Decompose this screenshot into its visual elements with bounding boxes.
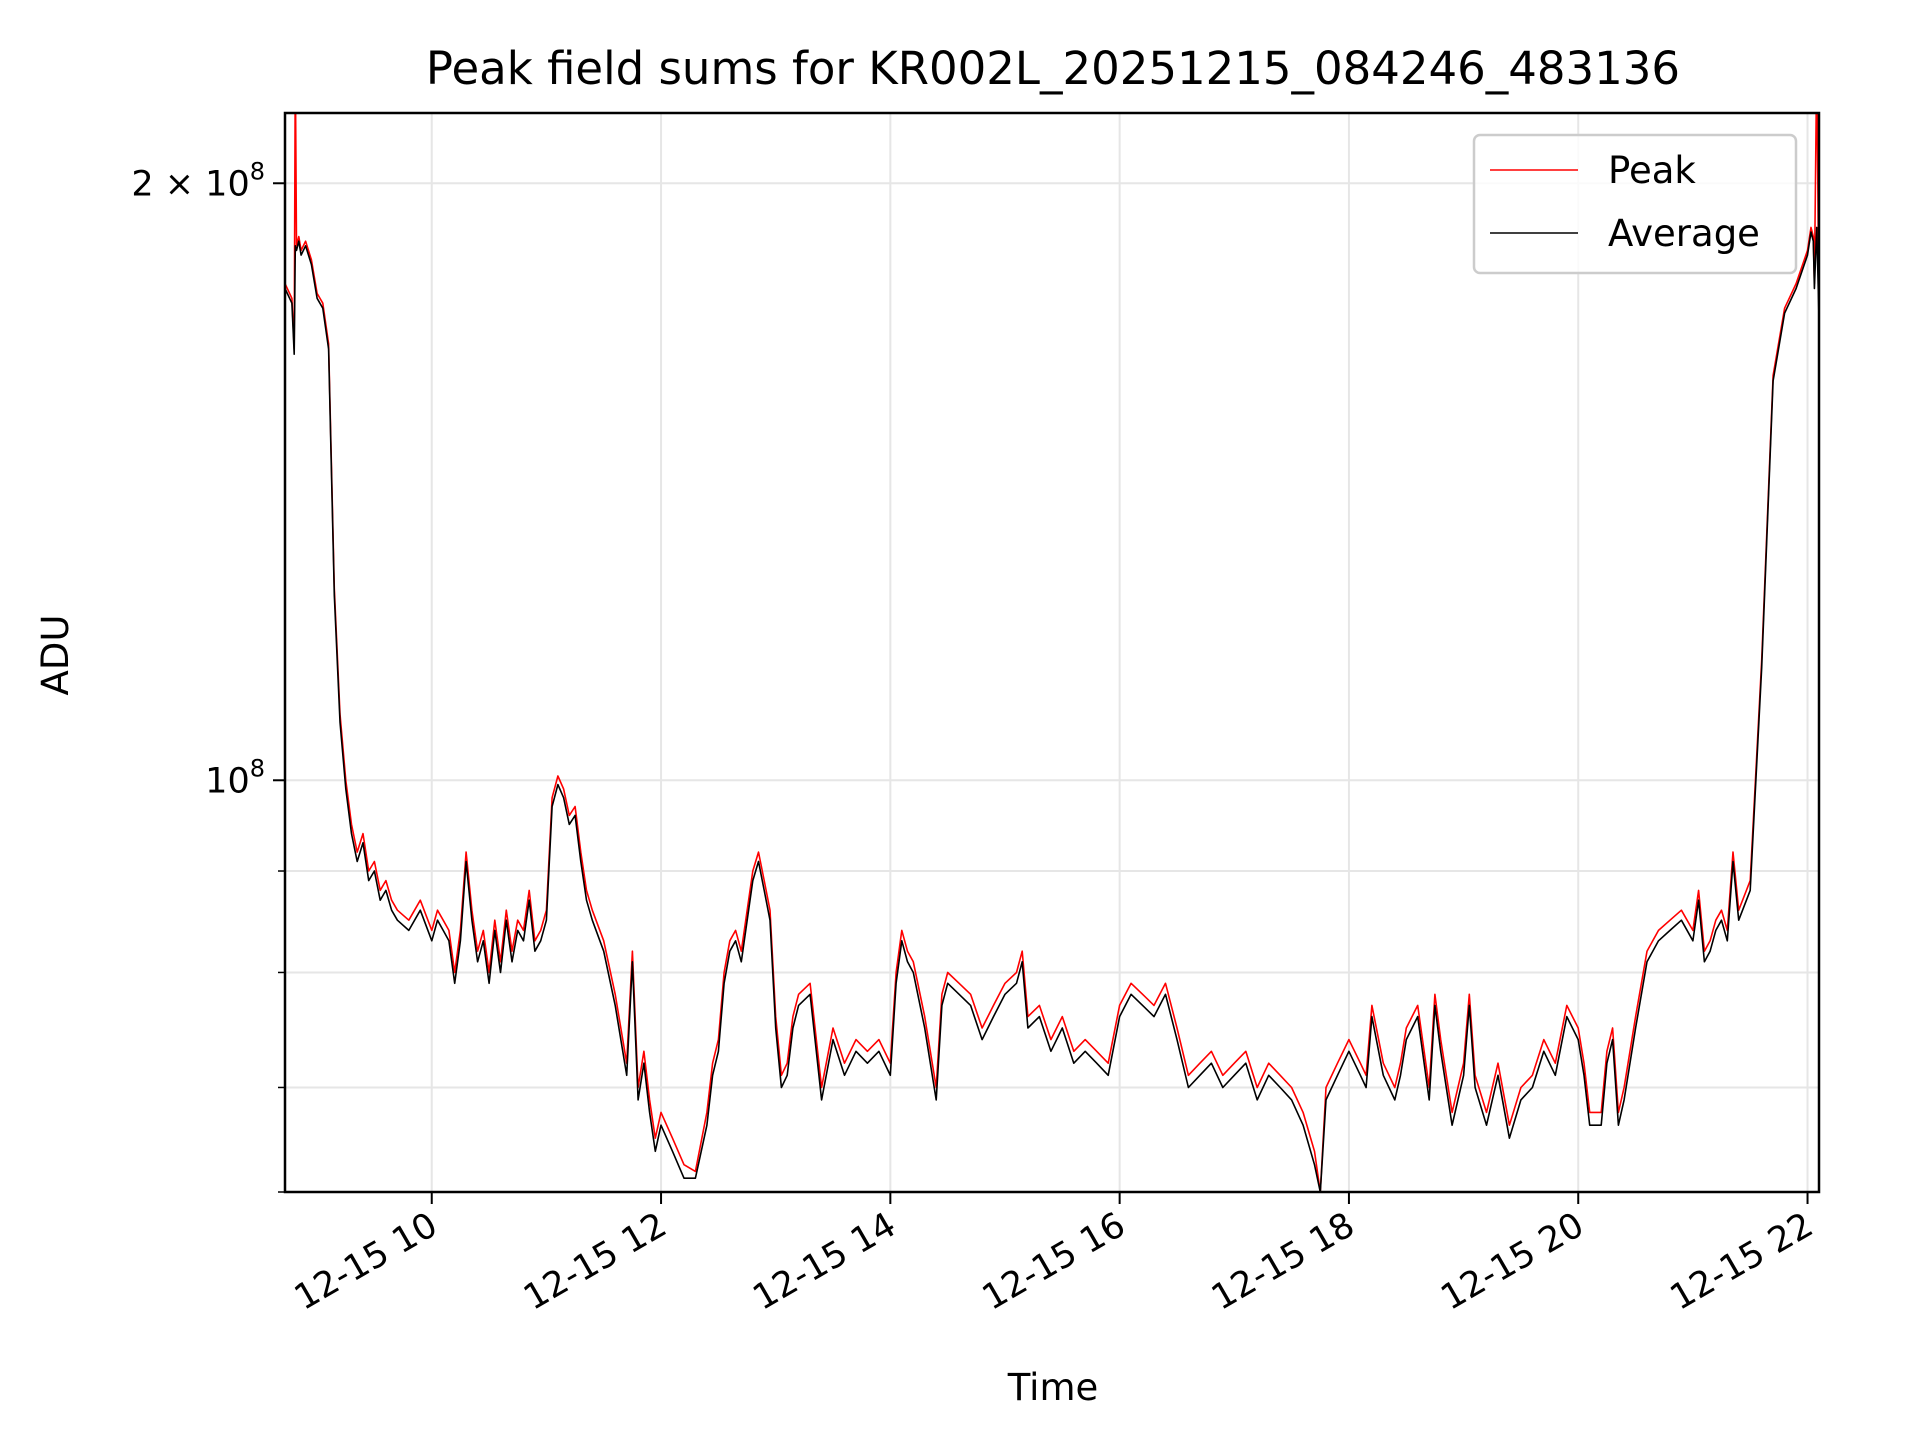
- series-line-average: [285, 226, 1819, 1192]
- legend: Peak Average: [1472, 133, 1798, 275]
- legend-label-average: Average: [1608, 212, 1760, 255]
- grid-lines: [285, 113, 1819, 1192]
- chart-title: Peak field sums for KR002L_20251215_0842…: [426, 42, 1680, 95]
- y-axis-ticks: 108 2 × 108: [131, 157, 285, 1193]
- y-axis-label: ADU: [34, 615, 77, 696]
- series-lines: [285, 113, 1819, 1192]
- legend-label-peak: Peak: [1608, 149, 1696, 192]
- y-tick-label: 2 × 108: [131, 157, 265, 204]
- x-axis-label: Time: [1007, 1366, 1099, 1409]
- plot-frame: [283, 111, 1821, 1194]
- y-tick-label: 108: [205, 754, 265, 801]
